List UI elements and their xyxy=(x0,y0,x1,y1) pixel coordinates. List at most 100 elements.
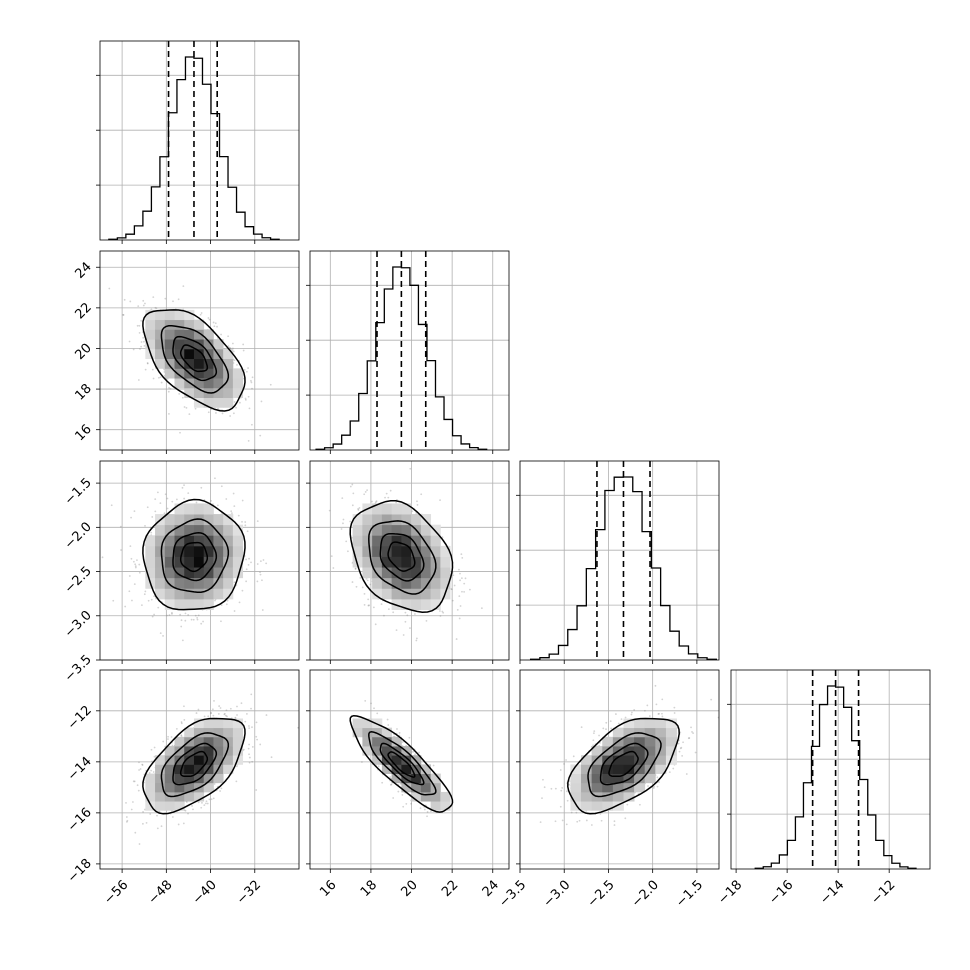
scatter-point xyxy=(220,485,223,488)
density-cell xyxy=(184,524,195,536)
scatter-point xyxy=(153,755,156,758)
density-cell xyxy=(184,773,195,784)
scatter-point xyxy=(163,512,166,515)
scatter-point xyxy=(270,756,273,759)
scatter-point xyxy=(678,750,681,753)
scatter-point xyxy=(125,816,128,818)
scatter-point xyxy=(248,557,250,560)
density-cell xyxy=(223,746,234,756)
scatter-point xyxy=(256,738,259,741)
scatter-point xyxy=(250,707,252,710)
scatter-point xyxy=(137,305,140,308)
scatter-point xyxy=(183,406,186,408)
scatter-point xyxy=(425,619,428,622)
density-cell xyxy=(232,736,244,747)
scatter-point xyxy=(387,608,390,611)
scatter-point xyxy=(398,732,401,734)
scatter-point xyxy=(201,801,203,804)
scatter-point xyxy=(370,702,372,705)
scatter-point xyxy=(169,387,172,390)
scatter-point xyxy=(125,801,127,804)
scatter-point xyxy=(132,560,135,563)
scatter-point xyxy=(183,484,185,487)
density-cell xyxy=(184,535,195,547)
density-cell xyxy=(581,773,593,784)
scatter-point xyxy=(197,801,200,804)
scatter-point xyxy=(561,787,564,789)
scatter-point xyxy=(212,321,215,324)
scatter-point xyxy=(151,368,154,371)
density-cell xyxy=(155,588,166,600)
density-cell xyxy=(174,755,185,765)
scatter-point xyxy=(140,345,142,348)
contour-level-3 xyxy=(608,750,639,778)
density-cell xyxy=(213,556,224,568)
density-cell xyxy=(184,545,195,557)
scatter-point xyxy=(565,759,567,761)
x-tick-label: −56 xyxy=(101,878,131,908)
density-cell xyxy=(145,773,156,784)
density-cell xyxy=(145,319,156,330)
density-cell xyxy=(223,524,234,536)
density-cell xyxy=(440,791,451,802)
scatter-point xyxy=(199,313,202,316)
density-cell xyxy=(145,782,156,793)
density-cell xyxy=(570,791,582,802)
density-cell xyxy=(623,736,635,747)
density-cell xyxy=(174,782,185,793)
scatter-point xyxy=(250,693,253,696)
scatter-point xyxy=(192,808,194,811)
scatter-point xyxy=(166,614,168,617)
panel-0-0 xyxy=(96,40,300,244)
density-cell xyxy=(665,718,677,729)
scatter-point xyxy=(138,843,141,845)
density-cell xyxy=(223,755,234,765)
density-cell xyxy=(372,567,383,579)
scatter-point xyxy=(154,510,157,513)
scatter-point xyxy=(141,764,144,766)
density-cell xyxy=(213,535,224,547)
scatter-point xyxy=(138,324,141,327)
density-cell xyxy=(155,329,166,340)
density-cell xyxy=(174,773,185,784)
scatter-point xyxy=(131,599,133,602)
scatter-point xyxy=(658,712,660,715)
scatter-point xyxy=(235,406,237,409)
contour-level-1 xyxy=(160,732,230,798)
scatter-point xyxy=(160,381,163,384)
density-cell xyxy=(430,801,441,811)
panel-1-1 xyxy=(306,250,510,454)
scatter-point xyxy=(598,734,600,737)
scatter-point xyxy=(680,746,683,749)
density-cell xyxy=(362,556,373,568)
density-cell xyxy=(401,773,412,784)
x-tick-label: −16 xyxy=(766,878,796,908)
scatter-point xyxy=(194,614,197,617)
density-cell xyxy=(155,577,166,589)
density-cell xyxy=(193,348,205,360)
density-cell xyxy=(223,567,234,579)
density-cell xyxy=(362,736,373,747)
density-cell xyxy=(401,514,412,526)
density-cell xyxy=(623,755,635,765)
scatter-point xyxy=(367,604,370,607)
scatter-point xyxy=(389,489,392,492)
scatter-point xyxy=(652,787,655,789)
scatter-point xyxy=(563,763,565,765)
scatter-point xyxy=(219,707,222,709)
density-cell xyxy=(174,378,185,389)
density-cell xyxy=(623,727,635,738)
scatter-point xyxy=(439,499,441,502)
panel-1-0: 16 18 20 22 24 xyxy=(73,250,300,454)
scatter-point xyxy=(140,341,143,343)
scatter-point xyxy=(541,797,543,800)
scatter-point xyxy=(124,605,127,608)
scatter-point xyxy=(134,565,137,567)
scatter-point xyxy=(354,568,357,570)
density-cell xyxy=(203,782,214,793)
density-cell xyxy=(184,319,195,330)
contours xyxy=(142,498,246,611)
scatter-point xyxy=(672,767,675,770)
panel-3-2: −3.5 −3.0 −2.5 −2.0 −1.5 xyxy=(496,669,720,911)
scatter-point xyxy=(409,627,411,629)
